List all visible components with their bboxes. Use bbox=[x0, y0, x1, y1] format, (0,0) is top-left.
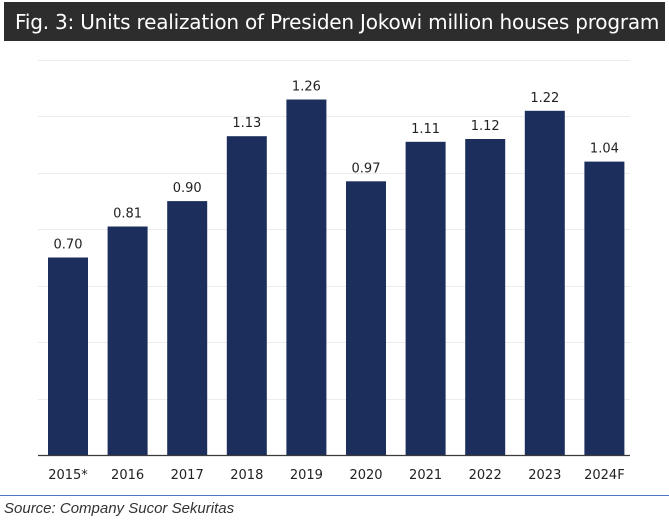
data-label: 0.81 bbox=[113, 207, 142, 222]
x-tick-labels: 2015* 2016 2017 2018 2019 2020 2021 2022 2023 202… bbox=[48, 468, 624, 483]
bar-2024F bbox=[584, 161, 625, 455]
bar-2020 bbox=[346, 181, 386, 456]
bar-2016 bbox=[107, 226, 148, 455]
bar-2019 bbox=[286, 99, 327, 455]
data-labels: 0.70 0.81 0.90 1.13 1.26 0.97 1.11 1.12 1.22 1.04 bbox=[54, 80, 619, 253]
data-label: 0.90 bbox=[173, 181, 202, 196]
data-label: 1.11 bbox=[411, 122, 440, 137]
bars bbox=[48, 99, 625, 456]
x-tick-label: 2019 bbox=[290, 468, 323, 483]
x-tick-label: 2021 bbox=[409, 468, 442, 483]
x-tick-label: 2020 bbox=[349, 468, 382, 483]
data-label: 1.12 bbox=[471, 119, 500, 134]
page-title: Fig. 3: Units realization of Presiden Jo… bbox=[15, 9, 660, 34]
bar-2023 bbox=[524, 110, 565, 456]
data-label: 1.26 bbox=[292, 80, 321, 95]
source-note: Source: Company Sucor Sekuritas bbox=[4, 500, 235, 517]
data-label: 1.22 bbox=[530, 91, 559, 106]
x-tick-label: 2016 bbox=[111, 468, 144, 483]
x-tick-label: 2017 bbox=[171, 468, 204, 483]
data-label: 1.04 bbox=[590, 142, 619, 157]
x-tick-label: 2015* bbox=[48, 468, 88, 483]
data-label: 1.13 bbox=[232, 116, 261, 131]
bar-2022 bbox=[465, 139, 506, 455]
bar-2021 bbox=[405, 141, 446, 456]
x-tick-label: 2018 bbox=[230, 468, 263, 483]
footer-divider bbox=[0, 495, 669, 496]
data-label: 0.70 bbox=[54, 238, 83, 253]
bar-chart: 0.70 0.81 0.90 1.13 1.26 0.97 1.11 1.12 1.22 1.04… bbox=[38, 60, 630, 483]
x-tick-label: 2023 bbox=[528, 468, 561, 483]
data-label: 0.97 bbox=[352, 161, 381, 176]
x-tick-label: 2022 bbox=[469, 468, 502, 483]
title-bar: Fig. 3: Units realization of Presiden Jo… bbox=[4, 2, 665, 41]
bar-2015 bbox=[48, 257, 88, 455]
bar-2017 bbox=[167, 201, 208, 455]
bar-2018 bbox=[226, 136, 267, 455]
chart-area: 0.70 0.81 0.90 1.13 1.26 0.97 1.11 1.12 1.22 1.04… bbox=[0, 41, 669, 495]
x-tick-label: 2024F bbox=[584, 468, 625, 483]
